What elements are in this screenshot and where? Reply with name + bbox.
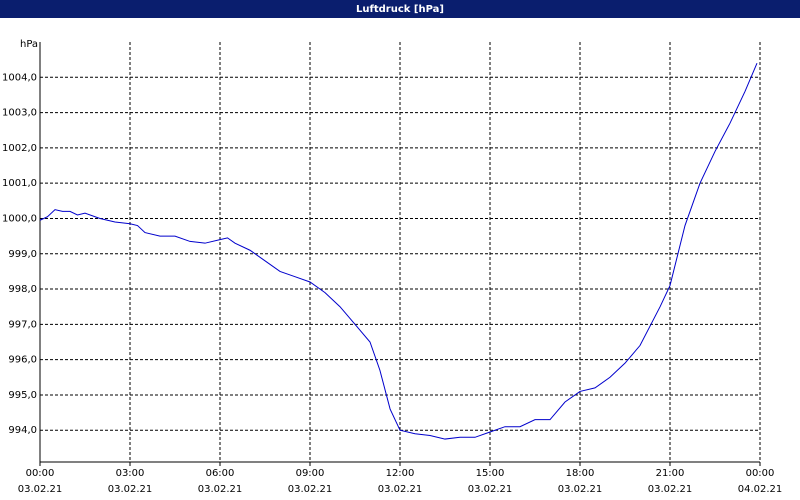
x-tick-label: 03:00 (116, 468, 145, 479)
y-axis-label: hPa (20, 39, 38, 50)
x-tick-label: 18:00 (566, 468, 595, 479)
y-tick-label: 999,0 (8, 249, 37, 260)
x-tick-label: 21:00 (656, 468, 685, 479)
y-tick-label: 1003,0 (2, 108, 37, 119)
y-tick-label: 1002,0 (2, 143, 37, 154)
x-tick-date: 03.02.21 (108, 484, 153, 495)
y-tick-label: 1000,0 (2, 213, 37, 224)
x-tick-date: 04.02.21 (738, 484, 783, 495)
y-tick-label: 995,0 (8, 390, 37, 401)
y-tick-label: 997,0 (8, 319, 37, 330)
x-tick-date: 03.02.21 (378, 484, 423, 495)
x-tick-label: 00:00 (746, 468, 775, 479)
x-tick-label: 00:00 (26, 468, 55, 479)
y-tick-label: 1004,0 (2, 72, 37, 83)
y-tick-label: 998,0 (8, 284, 37, 295)
x-tick-date: 03.02.21 (198, 484, 243, 495)
line-series (39, 62, 758, 440)
x-tick-label: 09:00 (296, 468, 325, 479)
x-tick-label: 12:00 (386, 468, 415, 479)
y-tick-label: 994,0 (8, 425, 37, 436)
title-bar (0, 0, 800, 18)
chart-title: Luftdruck [hPa] (356, 4, 444, 15)
y-tick-label: 996,0 (8, 355, 37, 366)
x-tick-date: 03.02.21 (468, 484, 513, 495)
x-tick-label: 06:00 (206, 468, 235, 479)
x-tick-date: 03.02.21 (18, 484, 63, 495)
y-tick-label: 1001,0 (2, 178, 37, 189)
x-tick-date: 03.02.21 (648, 484, 693, 495)
x-tick-date: 03.02.21 (288, 484, 333, 495)
x-tick-label: 15:00 (476, 468, 505, 479)
x-tick-date: 03.02.21 (558, 484, 603, 495)
